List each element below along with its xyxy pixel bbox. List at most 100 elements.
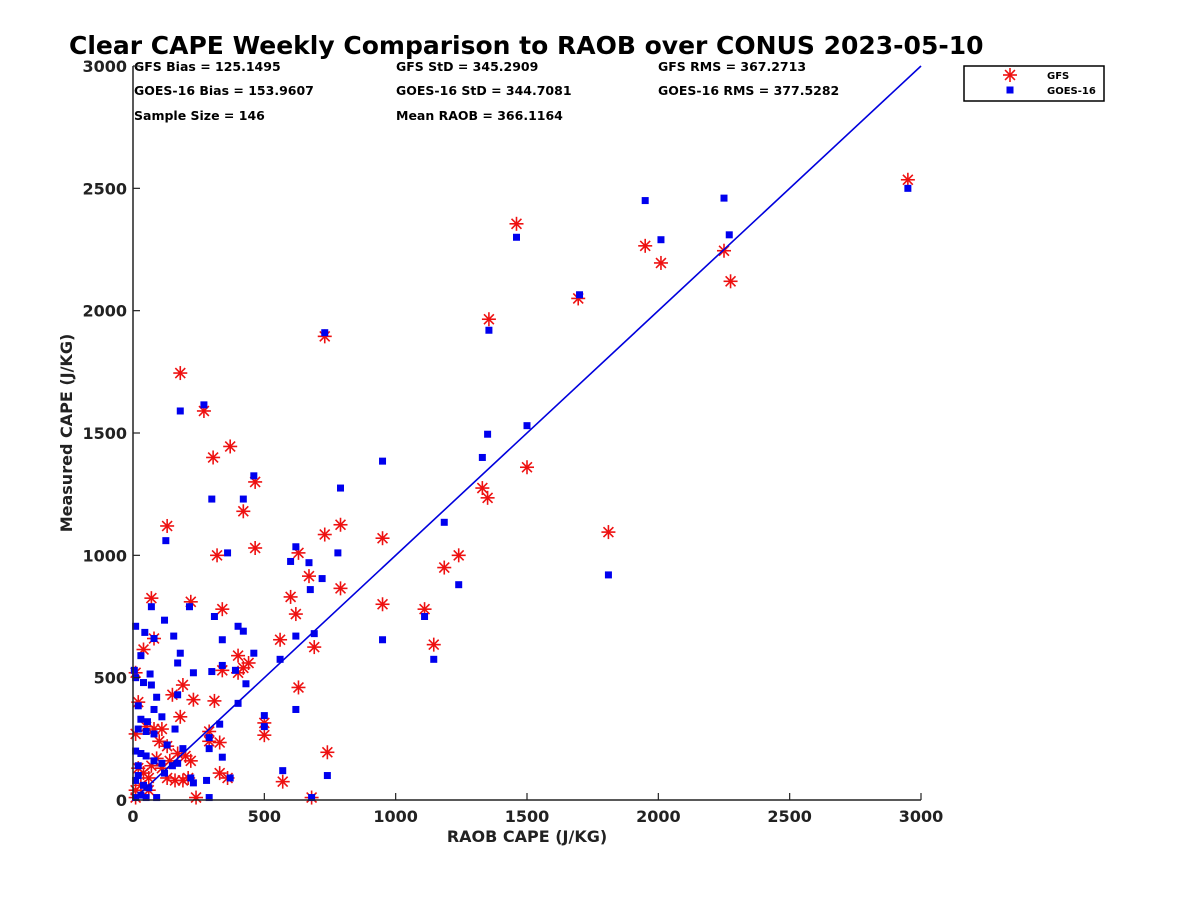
gfs-point [283,589,298,604]
legend-box [963,65,1105,102]
stats-annotations: GFS Bias = 125.1495 GFS StD = 345.2909 GFS… [134,59,839,123]
goes16-point [292,543,300,551]
goes16-point [170,632,178,640]
goes16-point [132,747,140,755]
stat-text: GFS Bias = 125.1495 [134,59,281,74]
goes16-point [292,705,300,713]
gfs-point [144,591,159,606]
goes16-point [226,774,234,782]
gfs-point [437,560,452,575]
goes16-point [484,430,492,438]
goes16-point [134,762,142,770]
legend: GFS GOES-16 [963,65,1105,102]
gfs-point [333,581,348,596]
goes16-point [205,794,213,802]
goes16-point [239,495,247,503]
stat-text: GOES-16 Bias = 153.9607 [134,83,314,98]
goes16-point [137,750,145,758]
gfs-point [333,517,348,532]
gfs-point [152,734,167,749]
x-tick-label: 1000 [373,807,418,826]
goes16-point [142,794,150,802]
goes16-point [145,784,153,792]
y-tick-label: 0 [116,791,127,810]
gfs-point [223,439,238,454]
goes16-point [162,537,170,545]
goes16-point [210,613,218,620]
goes16-point [604,571,612,579]
gfs-point [154,722,169,737]
goes16-point [239,627,247,635]
gfs-point [426,637,441,652]
x-tick-label: 1500 [505,807,550,826]
goes16-point [523,422,531,430]
gfs-point [480,490,495,505]
goes16-point [158,713,166,721]
goes16-point [216,720,224,728]
goes16-point [485,326,493,334]
goes16-point [218,753,226,761]
goes16-point [430,655,438,663]
gfs-point [301,569,316,584]
goes16-point [150,730,158,738]
goes16-point [287,557,295,565]
goes16-point [260,712,268,720]
gfs-point [717,243,731,258]
goes16-point [142,727,150,735]
goes16-point [379,636,387,644]
goes16-point [137,715,145,723]
gfs-point [291,680,306,695]
gfs-point [189,790,204,805]
goes16-point [720,194,728,202]
goes16-point [308,794,316,802]
goes16-point [421,613,429,620]
goes16-point [153,794,161,802]
goes16-point [379,457,387,465]
gfs-point [723,274,738,289]
goes16-point [153,693,161,701]
gfs-point [210,548,225,563]
goes16-point [440,518,448,526]
goes16-point [140,679,148,687]
gfs-point [206,450,221,465]
goes16-point [260,723,268,731]
goes16-point [137,791,145,799]
gfs-point [175,678,190,693]
goes16-point [292,632,300,640]
goes16-point [134,772,142,780]
legend-goes16-label: GOES-16 [1047,86,1096,97]
gfs-point [509,216,524,231]
gfs-point [236,504,251,519]
goes16-point [187,774,195,782]
y-tick-label: 2500 [82,179,127,198]
goes16-point [161,769,169,777]
goes16-point [176,407,184,415]
gfs-point [186,692,201,707]
gfs-point [320,745,335,760]
goes16-point [306,586,314,594]
gfs-point [275,774,290,789]
goes16-point [250,472,258,480]
plot-area [128,65,922,805]
y-tick-label: 2000 [82,302,127,321]
goes16-point [205,745,213,753]
goes16-point [208,668,216,676]
gfs-point [520,460,534,475]
goes16-point [657,236,665,244]
gfs-point [375,597,390,612]
x-tick-label: 3000 [899,807,944,826]
goes16-point [163,741,171,749]
axis-ticks: 0 500 1000 1500 2000 2500 3000 0 500 1000 1500 2000… [82,57,943,826]
goes16-point [337,484,345,492]
goes16-point [208,495,216,503]
goes16-point [146,670,154,678]
goes16-point [132,776,140,784]
goes16-point [576,291,584,299]
goes16-point [323,772,331,780]
y-tick-label: 500 [94,669,127,688]
goes16-point [641,197,649,205]
goes16-point [171,725,179,733]
goes16-point [150,635,158,643]
gfs-point [481,312,496,327]
